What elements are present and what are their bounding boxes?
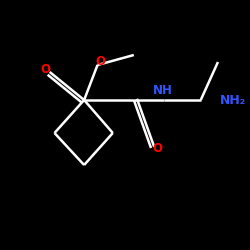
Text: NH: NH xyxy=(153,84,173,96)
Text: NH₂: NH₂ xyxy=(220,94,246,106)
Text: O: O xyxy=(95,55,105,68)
Text: O: O xyxy=(152,142,162,154)
Text: O: O xyxy=(40,63,50,76)
